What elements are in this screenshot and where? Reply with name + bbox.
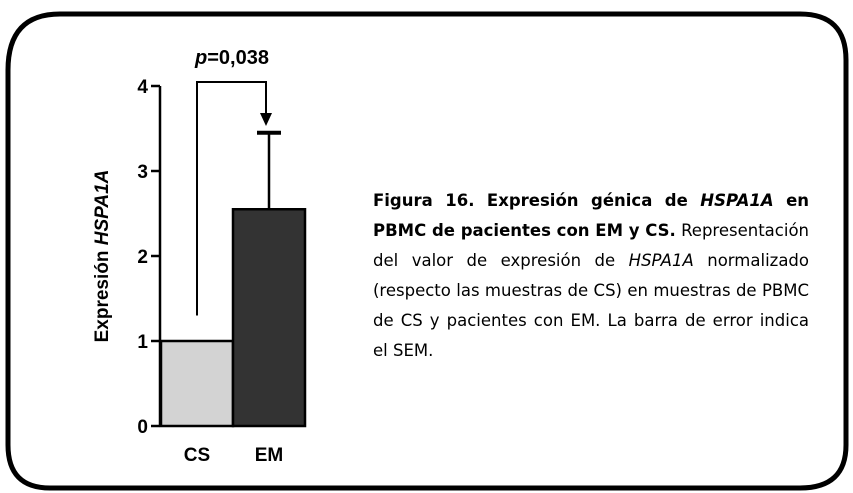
bracket-arrow (260, 113, 272, 126)
caption-segment: Representación del valor de expresión de (373, 221, 809, 270)
y-tick-label: 2 (137, 247, 148, 268)
y-axis-label-text: Expresión (92, 251, 113, 343)
caption-segment: normalizado (respecto las muestras de CS… (373, 251, 809, 360)
caption-segment: HSPA1A (628, 251, 694, 270)
x-tick-label: CS (184, 445, 210, 466)
bar (231, 208, 307, 428)
y-tick-label: 4 (137, 77, 148, 98)
y-axis-label: Expresión HSPA1A (92, 170, 113, 343)
y-tick-label: 1 (137, 332, 148, 353)
caption-segment: Figura 16. Expresión génica de (373, 191, 701, 210)
x-tick-label: EM (255, 445, 284, 466)
caption: Figura 16. Expresión génica de HSPA1A en… (373, 186, 809, 366)
annotation-text: =0,038 (207, 47, 269, 69)
caption-segment: en PBMC de pacientes con EM y CS. (373, 191, 810, 240)
annotation: p=0,038 (194, 47, 269, 69)
annotation-symbol: p (194, 47, 207, 69)
y-tick-label: 0 (137, 417, 148, 438)
y-tick-label: 3 (137, 162, 148, 183)
bracket (196, 81, 267, 316)
caption-segment: HSPA1A (700, 191, 774, 210)
y-axis-label-gene: HSPA1A (92, 170, 113, 246)
bar (159, 339, 235, 428)
